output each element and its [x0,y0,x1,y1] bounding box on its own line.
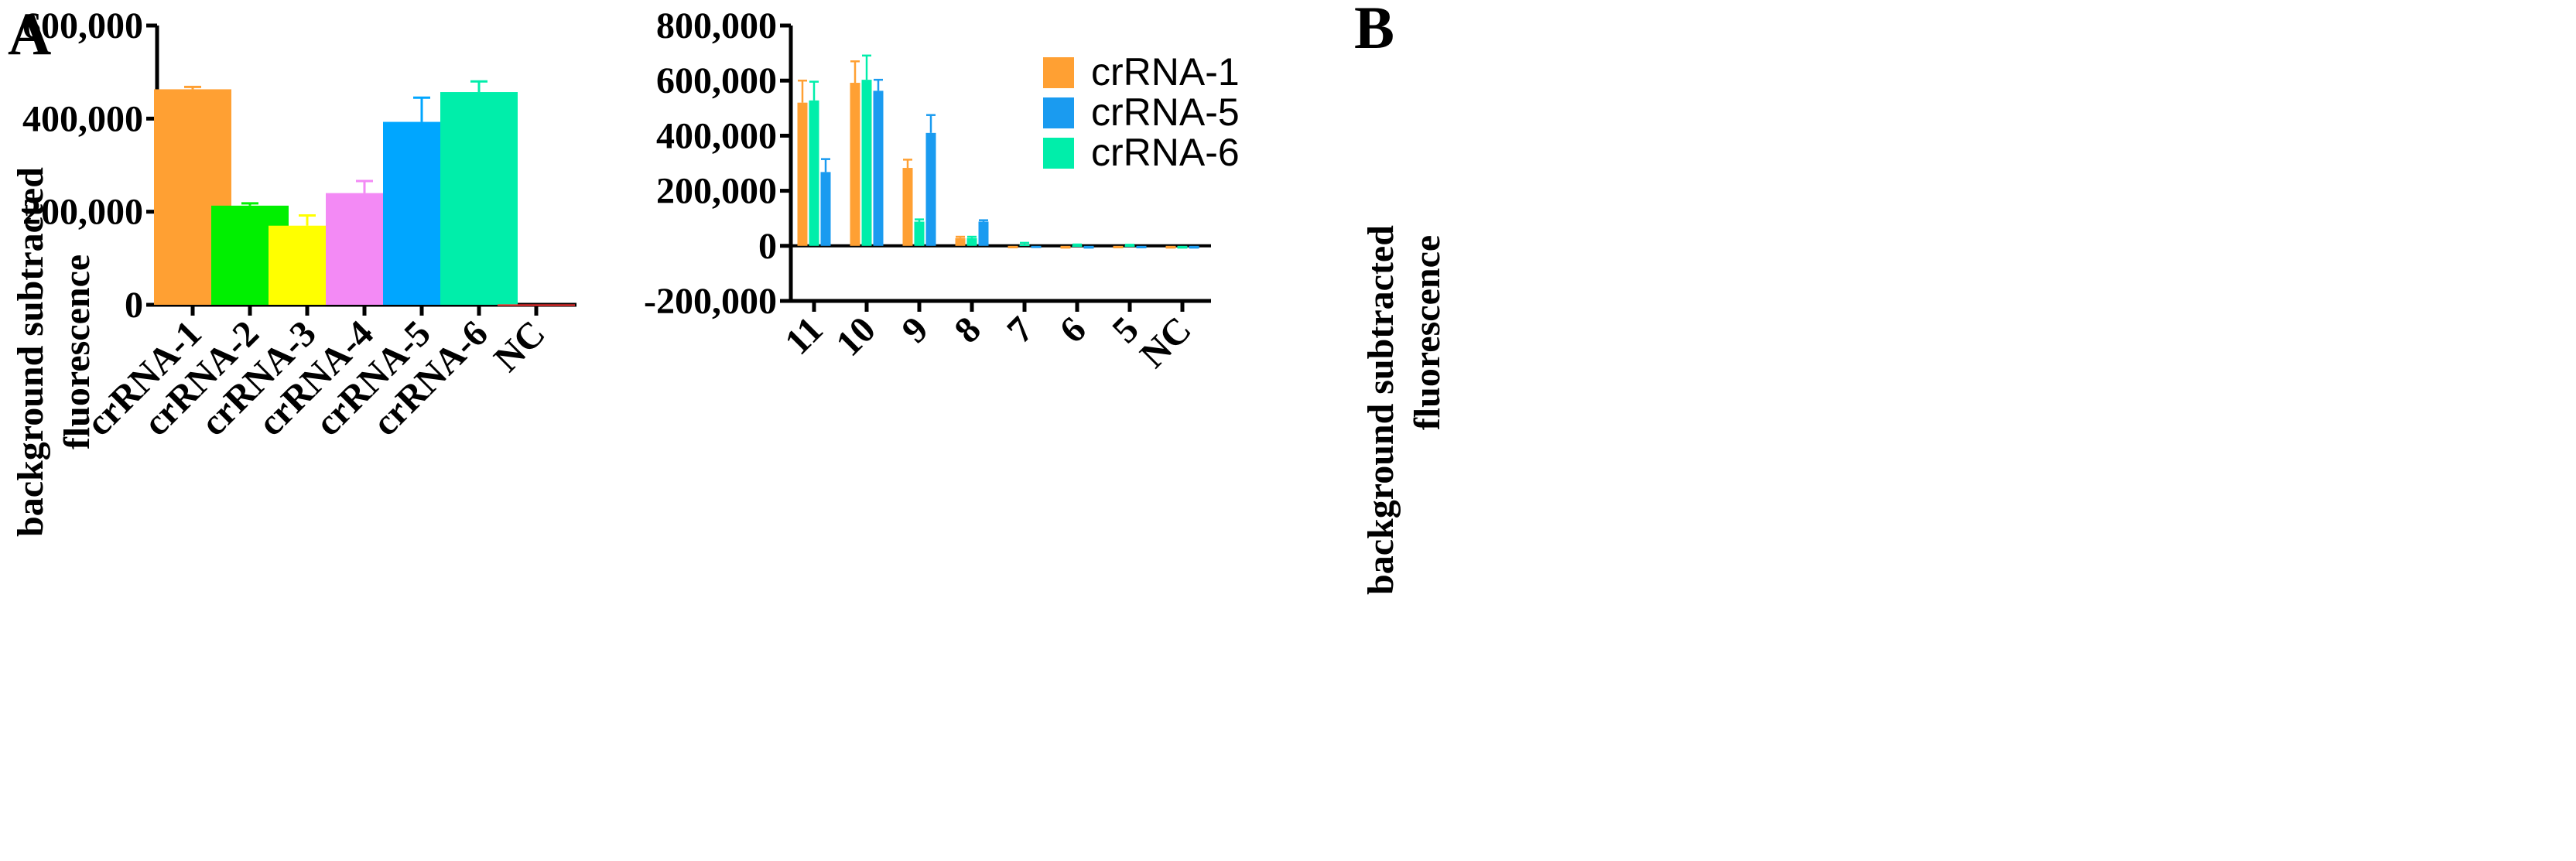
panel-a-y-tick-label: 600,000 [22,5,143,46]
panel-b-legend-swatch [1043,97,1074,128]
panel-b-bar [1019,244,1030,247]
panel-a-y-tick-label: 400,000 [22,98,143,139]
panel-b-bar [1177,245,1188,249]
panel-b-bar [1113,245,1124,249]
panel-a-category-label: NC [486,313,552,379]
panel-b-y-tick-label: 600,000 [656,60,777,101]
panel-b-letter: B [1354,0,1394,61]
panel-b-bar [1083,245,1094,249]
panel-a-ylabel-line1: background subtracted [10,167,51,537]
panel-b-y-tick-label: 0 [758,226,777,267]
panel-b-bar [1124,245,1135,248]
panel-b-bar [861,80,872,246]
panel-b-bar [850,83,860,246]
panel-a-bar [440,92,518,305]
panel-b-ylabel-line1: background subtracted [1360,225,1401,595]
panel-b-ylabel-line2: fluorescence [1407,235,1448,430]
panel-b-bar [1007,245,1018,249]
panel-b-category-label: 7 [999,309,1041,350]
panel-b-bar [966,237,977,246]
panel-b-category-label: 9 [894,309,936,350]
panel-b-bar [925,132,936,246]
panel-b-legend-label: crRNA-5 [1091,91,1240,134]
panel-b-chart: B background subtracted fluorescence -20… [644,0,1448,595]
panel-b-y-tick-label: 200,000 [656,171,777,212]
panel-b-category-label: 11 [777,309,831,363]
panel-a-letter: A [8,0,51,67]
panel-b-bar [1136,245,1147,249]
panel-b-y-tick-label: -200,000 [644,281,777,322]
panel-b-bar [1165,245,1176,249]
panel-b-bar [1031,245,1042,248]
panel-b-legend-label: crRNA-6 [1091,131,1240,174]
panel-b-bar [1060,245,1071,249]
panel-b-category-label: NC [1132,309,1199,375]
panel-b-legend-label: crRNA-1 [1091,50,1240,94]
panel-b-bar [902,168,913,246]
panel-b-bar [797,102,808,246]
panel-b-y-tick-label: 800,000 [656,5,777,46]
panel-b-bar [809,100,819,246]
panel-a-y-tick-label: 0 [125,285,143,326]
panel-b-legend-swatch [1043,138,1074,169]
panel-a-ylabel-line2: fluorescence [56,255,97,449]
panel-b-bar [1072,245,1083,248]
panel-a-bar [498,304,575,306]
panel-b-bar [873,91,884,246]
panel-b-category-label: 10 [828,309,883,364]
panel-a-chart: A background subtracted fluorescence 0 20… [8,0,576,537]
panel-b-legend-swatch [1043,57,1074,88]
panel-b-category-label: 6 [1052,309,1093,350]
panel-b-bar [1189,245,1199,249]
panel-b-category-label: 8 [946,309,988,350]
panel-b-bar [820,172,831,246]
panel-b-bar [978,221,989,246]
panel-b-bar [955,237,966,246]
panel-b-y-tick-label: 400,000 [656,115,777,156]
panel-b-bars [797,54,1199,249]
panel-b-bar [914,221,925,246]
panel-a-y-tick-label: 200,000 [22,192,143,233]
panel-a-bars [154,80,575,306]
panel-b-axes [780,23,1211,312]
